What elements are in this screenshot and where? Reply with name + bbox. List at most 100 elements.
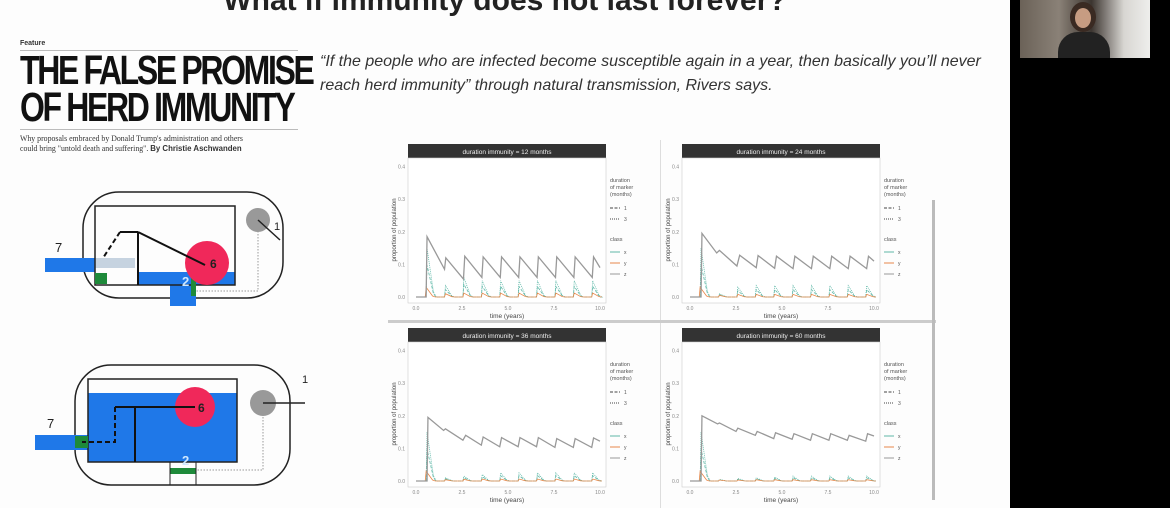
series-x-marker-3 xyxy=(416,248,604,298)
divider xyxy=(20,50,298,51)
legend-title: of marker xyxy=(610,185,633,191)
y-tick-label: 0.2 xyxy=(672,414,679,420)
legend-label: x xyxy=(898,434,901,440)
x-axis-label: time (years) xyxy=(764,313,798,320)
x-tick-label: 5.0 xyxy=(779,306,786,312)
legend-label: 1 xyxy=(898,390,901,396)
y-axis-label: proportion of population xyxy=(392,198,398,261)
legend-label: z xyxy=(624,456,627,462)
legend-title: duration xyxy=(884,362,904,368)
y-tick-label: 0.4 xyxy=(672,165,679,171)
series-z xyxy=(416,416,601,482)
svg-text:6: 6 xyxy=(198,401,205,415)
video-sidebar xyxy=(1010,0,1170,508)
slide-title: What if immunity does not last forever? xyxy=(223,0,787,17)
facet-strip xyxy=(408,144,606,158)
facet-title: duration immunity = 24 months xyxy=(736,149,826,156)
legend-title: class xyxy=(884,421,897,427)
legend-label: y xyxy=(624,445,627,451)
chart-panel: duration immunity = 12 months 0.0 0.1 0.2 0.… xyxy=(392,144,633,320)
divider xyxy=(388,320,936,323)
legend-label: y xyxy=(624,261,627,267)
legend-label: z xyxy=(624,272,627,278)
x-tick-label: 5.0 xyxy=(505,490,512,496)
svg-text:2: 2 xyxy=(182,453,189,468)
svg-text:7: 7 xyxy=(47,416,54,431)
legend-title: (months) xyxy=(610,376,632,382)
svg-text:2: 2 xyxy=(182,274,189,289)
facet-strip xyxy=(682,328,880,342)
water-spray xyxy=(95,258,135,268)
series-y xyxy=(416,470,602,482)
facet-strip xyxy=(408,328,606,342)
article-kicker: Feature xyxy=(20,40,46,47)
series-y xyxy=(416,286,602,298)
x-tick-label: 2.5 xyxy=(459,306,466,312)
legend-label: 1 xyxy=(624,206,627,212)
series-y xyxy=(690,470,876,482)
legend-title: class xyxy=(610,421,623,427)
y-tick-label: 0.0 xyxy=(672,295,679,301)
x-axis-label: time (years) xyxy=(490,313,524,320)
facet-strip xyxy=(682,144,880,158)
inlet-pipe xyxy=(35,435,88,450)
legend-label: 3 xyxy=(624,217,627,223)
facet-title: duration immunity = 60 months xyxy=(736,333,826,340)
x-tick-label: 7.5 xyxy=(825,306,832,312)
legend-label: z xyxy=(898,456,901,462)
x-tick-label: 10.0 xyxy=(595,490,605,496)
legend-label: x xyxy=(624,250,627,256)
legend-title: class xyxy=(884,237,897,243)
chart-panel: duration immunity = 60 months 0.0 0.1 0.2 0.… xyxy=(666,328,907,504)
article-headline: THE FALSE PROMISE OF HERD IMMUNITY xyxy=(20,47,315,130)
chart-panel: duration immunity = 24 months 0.0 0.1 0.2 0.… xyxy=(666,144,907,320)
y-tick-label: 0.0 xyxy=(398,479,405,485)
subtitle-line: Why proposals embraced by Donald Trump's… xyxy=(20,133,243,143)
x-axis-label: time (years) xyxy=(490,497,524,504)
y-tick-label: 0.4 xyxy=(672,349,679,355)
y-tick-label: 0.4 xyxy=(398,349,405,355)
y-tick-label: 0.1 xyxy=(398,262,405,268)
legend-label: 1 xyxy=(898,206,901,212)
legend-title: class xyxy=(610,237,623,243)
diagram-bottom: 7 6 1 2 xyxy=(35,364,308,486)
y-axis-label: proportion of population xyxy=(392,382,398,445)
legend-title: (months) xyxy=(610,192,632,198)
x-tick-label: 0.0 xyxy=(687,490,694,496)
headline-line: OF HERD IMMUNITY xyxy=(20,84,296,130)
x-tick-label: 0.0 xyxy=(413,306,420,312)
svg-text:6: 6 xyxy=(210,257,217,271)
seal xyxy=(95,273,107,284)
y-tick-label: 0.2 xyxy=(398,414,405,420)
plot-area xyxy=(407,341,607,488)
legend-title: (months) xyxy=(884,192,906,198)
legend-title: duration xyxy=(610,178,630,184)
headline-line: THE FALSE PROMISE xyxy=(20,47,315,93)
outlet-pipe xyxy=(170,285,196,306)
series-z xyxy=(690,231,875,298)
x-tick-label: 7.5 xyxy=(825,490,832,496)
legend-title: of marker xyxy=(610,369,633,375)
toilet-cistern-diagrams: 7 6 1 2 7 6 1 2 xyxy=(35,191,308,486)
plot-area xyxy=(681,341,881,488)
x-tick-label: 7.5 xyxy=(551,490,558,496)
y-tick-label: 0.4 xyxy=(398,165,405,171)
x-axis-label: time (years) xyxy=(764,497,798,504)
y-tick-label: 0.2 xyxy=(398,230,405,236)
participant-video[interactable] xyxy=(1020,0,1150,58)
legend-title: duration xyxy=(884,178,904,184)
legend-label: 3 xyxy=(898,217,901,223)
y-tick-label: 0.1 xyxy=(672,262,679,268)
divider xyxy=(20,129,298,130)
x-tick-label: 2.5 xyxy=(459,490,466,496)
y-axis-label: proportion of population xyxy=(666,382,672,445)
legend-label: y xyxy=(898,445,901,451)
x-tick-label: 7.5 xyxy=(551,306,558,312)
divider xyxy=(660,140,661,508)
y-tick-label: 0.3 xyxy=(672,197,679,203)
legend-label: z xyxy=(898,272,901,278)
y-tick-label: 0.0 xyxy=(672,479,679,485)
scrollbar[interactable] xyxy=(932,200,935,500)
series-y xyxy=(690,286,876,298)
legend-label: y xyxy=(898,261,901,267)
